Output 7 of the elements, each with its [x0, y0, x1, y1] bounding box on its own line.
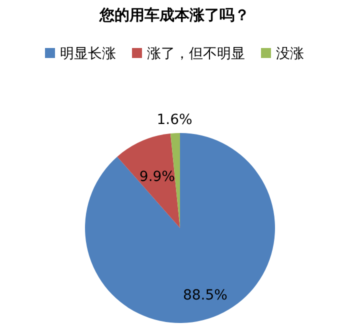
chart-title: 您的用车成本涨了吗？ — [98, 6, 250, 24]
data-label: 9.9% — [139, 168, 175, 185]
data-label: 1.6% — [156, 112, 192, 128]
legend-label: 明显长涨 — [60, 46, 116, 62]
legend-label: 涨了，但不明显 — [147, 46, 245, 62]
legend-label: 没涨 — [276, 46, 304, 62]
data-label: 88.5% — [182, 288, 228, 304]
